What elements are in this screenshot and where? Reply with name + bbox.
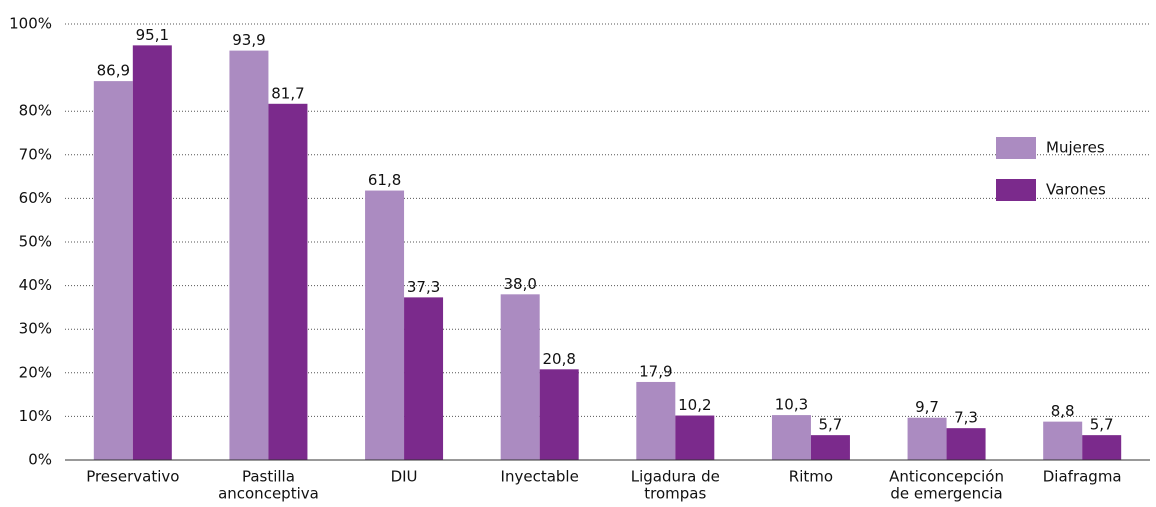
y-tick-label: 60% (19, 189, 52, 207)
y-tick-label: 50% (19, 233, 52, 251)
value-label: 37,3 (407, 278, 440, 296)
value-label: 8,8 (1051, 402, 1075, 420)
value-label: 10,2 (678, 396, 711, 414)
bar (268, 103, 308, 461)
legend-label: Mujeres (1046, 139, 1105, 157)
bar (365, 190, 405, 460)
bar (675, 415, 715, 460)
value-label: 95,1 (136, 26, 169, 44)
bar (1082, 435, 1122, 460)
value-label: 81,7 (271, 84, 304, 102)
x-tick-label: de emergencia (890, 485, 1002, 503)
x-tick-label: trompas (644, 485, 706, 503)
bar (810, 435, 850, 460)
value-label: 61,8 (368, 171, 401, 189)
x-tick-label: Preservativo (86, 468, 179, 486)
value-label: 7,3 (954, 409, 978, 427)
x-tick-label: Ligadura de (631, 468, 720, 486)
y-tick-label: 70% (19, 145, 52, 163)
bar (93, 81, 133, 460)
x-tick-label: Inyectable (501, 468, 579, 486)
x-tick-label: Anticoncepción (889, 468, 1004, 486)
legend-swatch (996, 179, 1036, 201)
bar (132, 45, 172, 460)
bar (229, 50, 269, 460)
bar (636, 381, 676, 460)
bar (771, 415, 811, 460)
value-label: 5,7 (819, 416, 843, 434)
bar (500, 294, 540, 460)
value-label: 38,0 (503, 275, 536, 293)
x-tick-label: Diafragma (1043, 468, 1122, 486)
y-tick-label: 20% (19, 363, 52, 381)
y-tick-label: 10% (19, 407, 52, 425)
bar (946, 428, 986, 460)
value-label: 9,7 (915, 398, 939, 416)
y-tick-label: 30% (19, 320, 52, 338)
bar (404, 297, 444, 460)
bar (1043, 421, 1083, 460)
y-tick-label: 40% (19, 276, 52, 294)
x-tick-label: Pastilla (242, 468, 295, 486)
value-label: 10,3 (775, 396, 808, 414)
value-label: 17,9 (639, 362, 672, 380)
value-label: 86,9 (97, 62, 130, 80)
value-label: 20,8 (542, 350, 575, 368)
bar (907, 417, 947, 460)
legend-label: Varones (1046, 181, 1106, 199)
x-tick-label: anconceptiva (218, 485, 319, 503)
y-tick-label: 80% (19, 102, 52, 120)
legend-swatch (996, 137, 1036, 159)
y-tick-label: 100% (9, 15, 52, 33)
x-tick-label: DIU (391, 468, 418, 486)
bar (539, 369, 579, 460)
value-label: 5,7 (1090, 416, 1114, 434)
value-label: 93,9 (232, 31, 265, 49)
y-tick-label: 0% (28, 451, 52, 469)
x-tick-label: Ritmo (789, 468, 833, 486)
